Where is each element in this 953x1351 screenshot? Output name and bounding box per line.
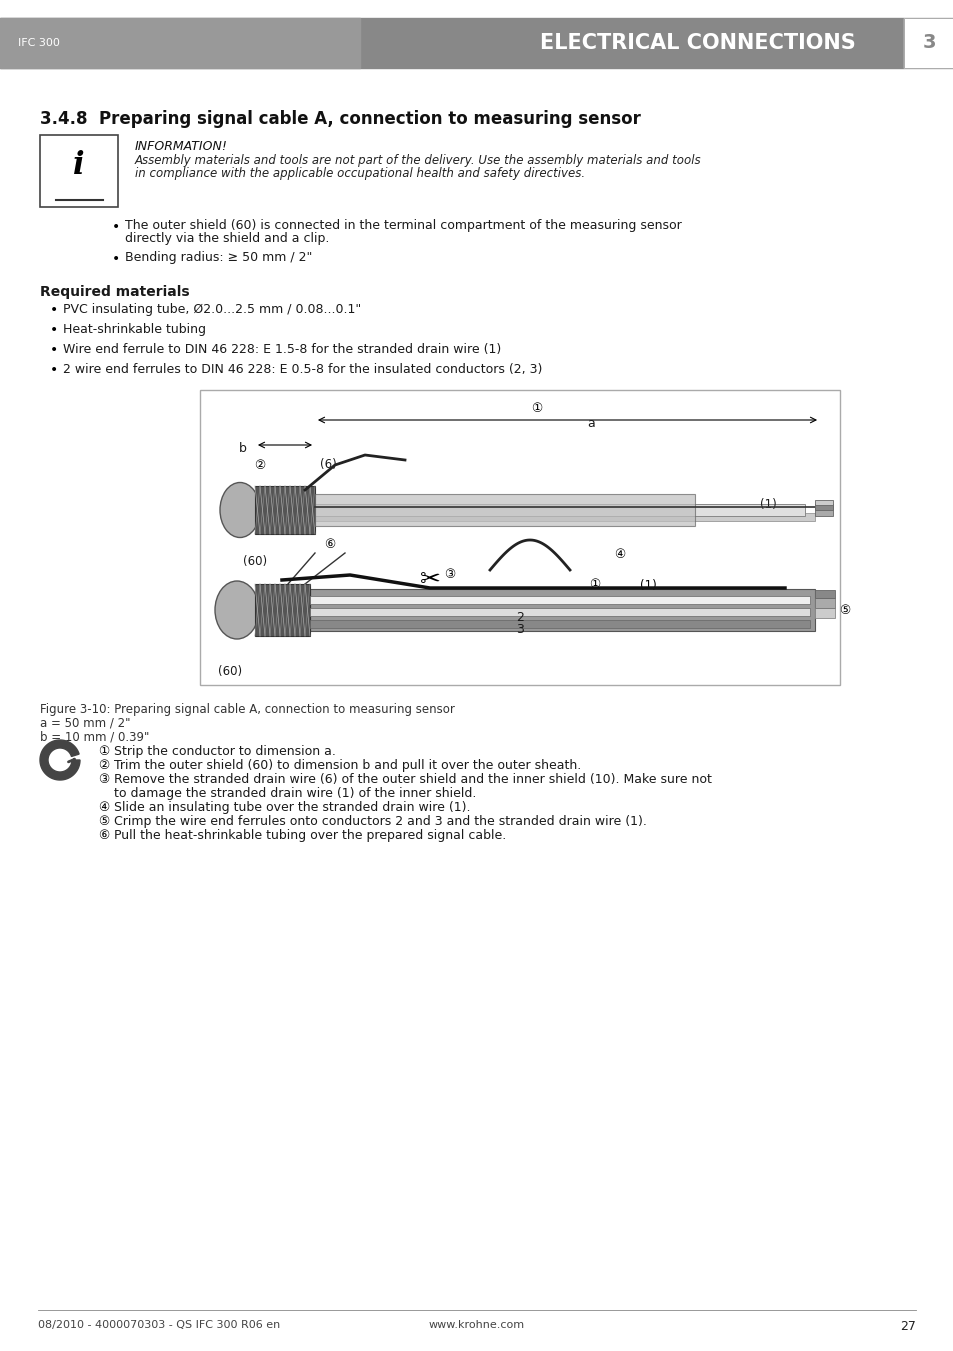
Text: 27: 27 — [900, 1320, 915, 1333]
Text: directly via the shield and a clip.: directly via the shield and a clip. — [125, 232, 329, 245]
Text: in compliance with the applicable occupational health and safety directives.: in compliance with the applicable occupa… — [135, 168, 584, 180]
Text: INFORMATION!: INFORMATION! — [135, 141, 228, 153]
Bar — [314, 494, 695, 526]
Text: (1): (1) — [760, 499, 776, 511]
Text: 3: 3 — [516, 623, 523, 636]
Bar — [903, 18, 953, 68]
Text: •: • — [112, 220, 120, 234]
Text: Assembly materials and tools are not part of the delivery. Use the assembly mate: Assembly materials and tools are not par… — [135, 154, 700, 168]
Text: Trim the outer shield (60) to dimension b and pull it over the outer sheath.: Trim the outer shield (60) to dimension … — [113, 759, 580, 771]
Bar — [314, 504, 804, 516]
Text: Strip the conductor to dimension a.: Strip the conductor to dimension a. — [113, 744, 335, 758]
Text: ②: ② — [254, 459, 265, 471]
Bar — [200, 390, 840, 685]
Text: •: • — [50, 303, 58, 317]
Text: Bending radius: ≥ 50 mm / 2": Bending radius: ≥ 50 mm / 2" — [125, 251, 312, 263]
Text: Wire end ferrule to DIN 46 228: E 1.5-8 for the stranded drain wire (1): Wire end ferrule to DIN 46 228: E 1.5-8 … — [63, 343, 500, 357]
Bar — [310, 596, 809, 604]
Text: 2 wire end ferrules to DIN 46 228: E 0.5-8 for the insulated conductors (2, 3): 2 wire end ferrules to DIN 46 228: E 0.5… — [63, 363, 542, 376]
Text: ⑥: ⑥ — [324, 539, 335, 551]
Text: Slide an insulating tube over the stranded drain wire (1).: Slide an insulating tube over the strand… — [113, 801, 470, 815]
Text: PVC insulating tube, Ø2.0...2.5 mm / 0.08...0.1": PVC insulating tube, Ø2.0...2.5 mm / 0.0… — [63, 303, 361, 316]
Ellipse shape — [214, 581, 258, 639]
Text: i: i — [73, 150, 85, 181]
Polygon shape — [40, 740, 80, 780]
Bar — [0, 18, 953, 68]
Text: ③: ③ — [444, 569, 456, 581]
Bar — [254, 584, 310, 636]
Text: (1): (1) — [639, 578, 656, 592]
Text: The outer shield (60) is connected in the terminal compartment of the measuring : The outer shield (60) is connected in th… — [125, 219, 681, 232]
Text: IFC 300: IFC 300 — [18, 38, 60, 49]
Text: to damage the stranded drain wire (1) of the inner shield.: to damage the stranded drain wire (1) of… — [113, 788, 476, 800]
Text: ✂: ✂ — [419, 567, 440, 592]
Bar — [814, 590, 834, 598]
Text: www.krohne.com: www.krohne.com — [429, 1320, 524, 1329]
Text: a = 50 mm / 2": a = 50 mm / 2" — [40, 717, 131, 730]
Bar — [254, 486, 314, 534]
Text: (60): (60) — [243, 555, 267, 567]
Text: •: • — [50, 323, 58, 336]
Text: ②: ② — [98, 759, 110, 771]
Text: 08/2010 - 4000070303 - QS IFC 300 R06 en: 08/2010 - 4000070303 - QS IFC 300 R06 en — [38, 1320, 280, 1329]
Bar — [814, 504, 832, 509]
Bar — [814, 598, 834, 608]
Text: ④: ④ — [98, 801, 110, 815]
Text: 2: 2 — [516, 611, 523, 624]
Text: ④: ④ — [614, 549, 625, 562]
Bar — [314, 513, 814, 521]
Text: Heat-shrinkable tubing: Heat-shrinkable tubing — [63, 323, 206, 336]
Bar — [310, 589, 814, 631]
Text: Pull the heat-shrinkable tubing over the prepared signal cable.: Pull the heat-shrinkable tubing over the… — [113, 830, 506, 842]
Text: 3: 3 — [922, 34, 935, 53]
Text: ①: ① — [589, 578, 600, 592]
Text: ①: ① — [98, 744, 110, 758]
Text: Required materials: Required materials — [40, 285, 190, 299]
Text: ⑤: ⑤ — [839, 604, 850, 616]
Ellipse shape — [220, 482, 260, 538]
Text: ELECTRICAL CONNECTIONS: ELECTRICAL CONNECTIONS — [539, 32, 855, 53]
Text: a: a — [586, 417, 594, 430]
Text: ⑤: ⑤ — [98, 815, 110, 828]
Text: 3.4.8  Preparing signal cable A, connection to measuring sensor: 3.4.8 Preparing signal cable A, connecti… — [40, 109, 640, 128]
Text: •: • — [50, 343, 58, 357]
Text: •: • — [112, 253, 120, 266]
Text: ⑥: ⑥ — [98, 830, 110, 842]
Bar — [814, 608, 834, 617]
Text: Remove the stranded drain wire (6) of the outer shield and the inner shield (10): Remove the stranded drain wire (6) of th… — [113, 773, 711, 786]
Bar — [814, 500, 832, 505]
Bar — [0, 18, 359, 68]
Bar — [310, 608, 809, 616]
Text: (6): (6) — [319, 458, 336, 471]
Text: Crimp the wire end ferrules onto conductors 2 and 3 and the stranded drain wire : Crimp the wire end ferrules onto conduct… — [113, 815, 646, 828]
Bar — [814, 504, 832, 516]
Text: ③: ③ — [98, 773, 110, 786]
Bar — [903, 18, 953, 68]
Text: ①: ① — [531, 403, 542, 415]
Text: b: b — [239, 442, 247, 455]
Text: •: • — [50, 363, 58, 377]
Bar — [40, 135, 118, 207]
Text: (60): (60) — [217, 665, 242, 678]
Bar — [310, 620, 809, 628]
Text: b = 10 mm / 0.39": b = 10 mm / 0.39" — [40, 730, 150, 743]
Text: Figure 3-10: Preparing signal cable A, connection to measuring sensor: Figure 3-10: Preparing signal cable A, c… — [40, 703, 455, 716]
